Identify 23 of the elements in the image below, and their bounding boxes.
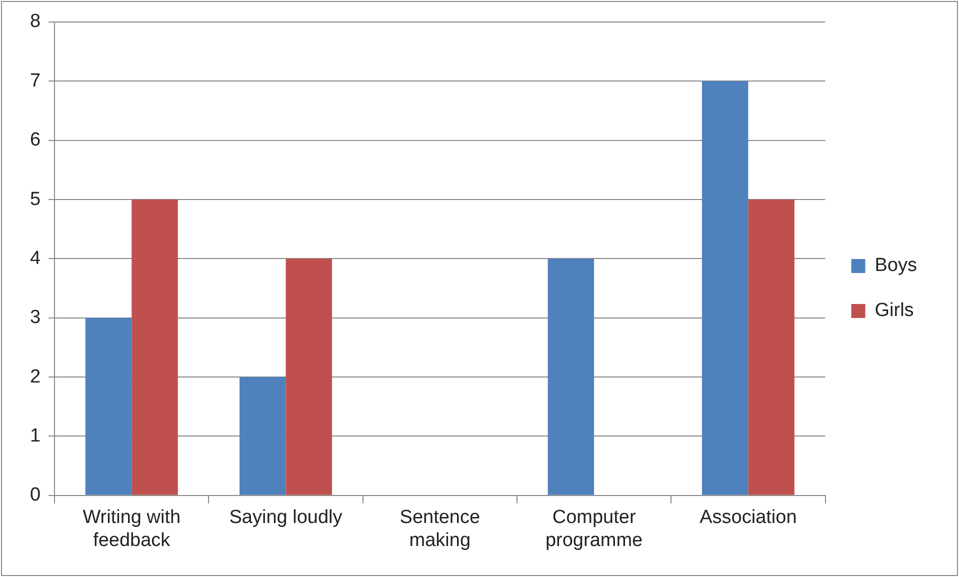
y-tick-label: 5: [30, 188, 41, 210]
legend-label: Boys: [874, 255, 918, 276]
y-tick-label: 2: [30, 366, 41, 388]
bar: [548, 258, 594, 495]
bar: [132, 200, 178, 495]
x-tick-label: Writing with feedback: [82, 507, 181, 551]
y-tick-label: 8: [30, 11, 41, 32]
y-tick-label: 1: [30, 425, 41, 446]
y-tick-label: 0: [30, 484, 41, 506]
bar: [748, 200, 794, 495]
y-tick-label: 3: [30, 307, 41, 328]
x-tick-label: Association: [700, 507, 797, 528]
x-tick-label: Computer programme: [545, 507, 643, 551]
x-tick-label: Saying loudly: [229, 507, 343, 528]
legend-label: Girls: [874, 300, 914, 322]
bar: [85, 318, 132, 495]
y-tick-label: 7: [30, 70, 41, 92]
bar: [702, 81, 748, 495]
bar: [240, 377, 286, 495]
y-tick-label: 4: [30, 248, 41, 269]
bar: [286, 258, 332, 495]
y-tick-label: 6: [30, 130, 41, 151]
x-tick-label: Sentence making: [400, 507, 480, 551]
